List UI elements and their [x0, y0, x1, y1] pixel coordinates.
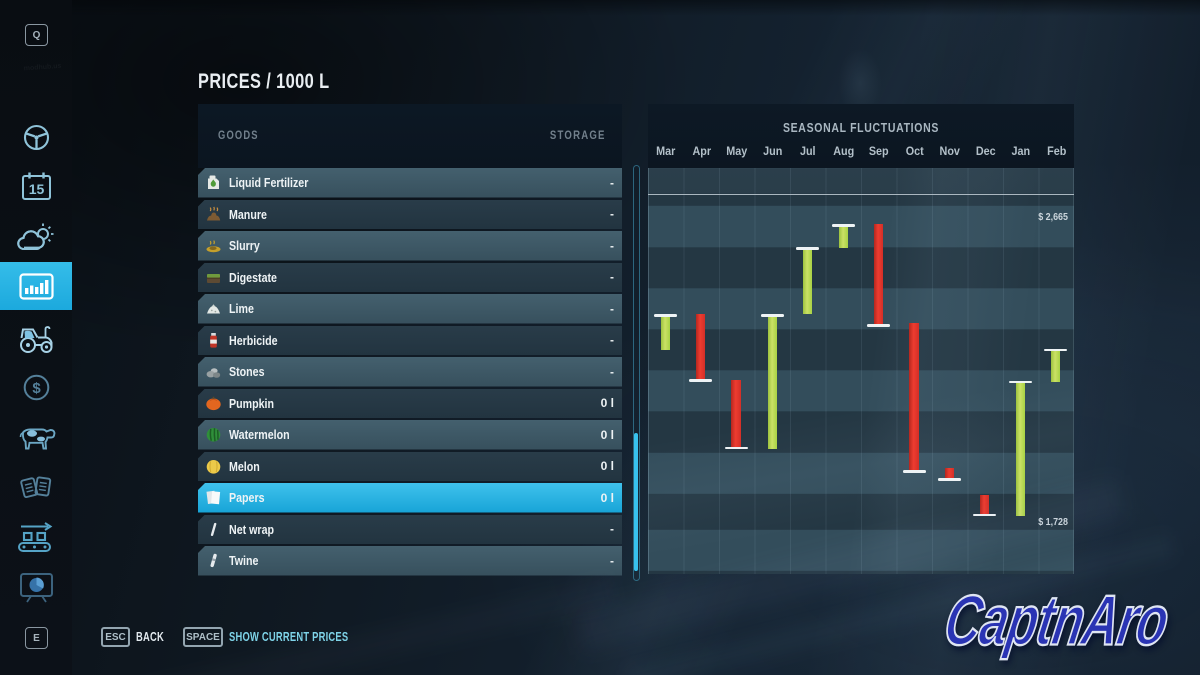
svg-text:15: 15 [29, 181, 45, 197]
svg-text:$: $ [32, 380, 41, 397]
